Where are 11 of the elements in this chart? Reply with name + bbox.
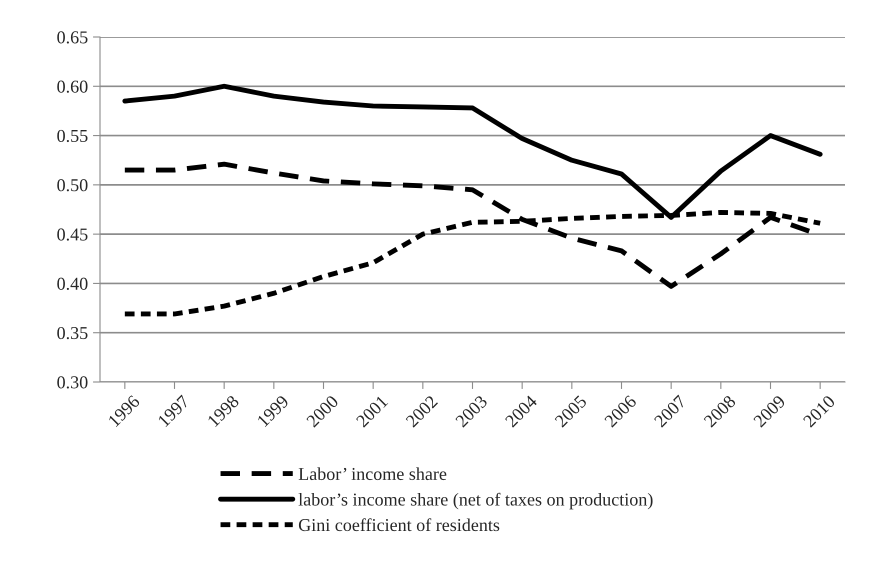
y-tick-label: 0.60 [57,80,88,93]
y-tick-label: 0.65 [57,31,88,44]
legend-label: Gini coefficient of residents [298,518,500,532]
y-tick-label: 0.45 [57,228,88,241]
y-tick-label: 0.30 [57,376,88,389]
legend-label: labor’s income share (net of taxes on production) [298,492,653,510]
y-tick-label: 0.55 [57,130,88,142]
legend-label: Labor’ income share [298,467,446,480]
y-tick-label: 0.35 [57,326,88,340]
y-tick-label: 0.40 [57,278,88,290]
y-tick-label: 0.50 [57,179,88,192]
